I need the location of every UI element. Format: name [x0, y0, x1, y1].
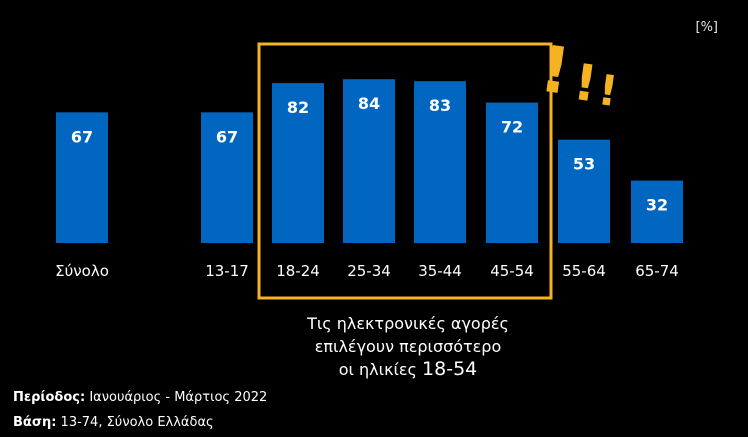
- bar-18-24: [272, 83, 324, 243]
- bar-total: [56, 112, 108, 243]
- base-value: 13-74, Σύνολο Ελλάδας: [56, 415, 214, 430]
- category-label-25-34: 25-34: [347, 262, 391, 280]
- unit-label: [%]: [695, 20, 719, 35]
- footer-base: Βάση: 13-74, Σύνολο Ελλάδας: [13, 415, 214, 430]
- footer-period: Περίοδος: Ιανουάριος - Μάρτιος 2022: [13, 390, 267, 405]
- bar-35-44: [414, 81, 466, 244]
- bar-55-64: [558, 139, 610, 243]
- category-label-45-54: 45-54: [490, 262, 534, 280]
- value-label-45-54: 72: [501, 118, 523, 137]
- exclamation-mark-3: !: [595, 65, 621, 116]
- value-label-18-24: 82: [287, 98, 309, 117]
- annotation-line-1: Τις ηλεκτρονικές αγορές: [307, 314, 509, 333]
- bar-25-34: [343, 79, 395, 243]
- category-label-total: Σύνολο: [55, 262, 109, 280]
- period-value: Ιανουάριος - Μάρτιος 2022: [85, 390, 268, 405]
- value-label-65-74: 32: [646, 196, 668, 215]
- value-label-13-17: 67: [216, 127, 238, 146]
- category-label-35-44: 35-44: [418, 262, 462, 280]
- bars-layer: 67 Σύνολο 67 13-17 82 18-24 84 25-34 83 35-44 72 45…: [55, 79, 683, 280]
- category-label-55-64: 55-64: [562, 262, 606, 280]
- annotation-line-3: οι ηλικίες 18-54: [277, 358, 539, 381]
- value-label-total: 67: [71, 127, 93, 146]
- category-label-18-24: 18-24: [276, 262, 320, 280]
- annotation-text: Τις ηλεκτρονικές αγορές επιλέγουν περισσ…: [277, 312, 539, 381]
- highlight-frame: [257, 42, 553, 300]
- bar-13-17: [201, 112, 253, 243]
- category-label-13-17: 13-17: [205, 262, 249, 280]
- value-label-25-34: 84: [358, 94, 380, 113]
- annotation-age-range: 18-54: [422, 358, 478, 380]
- annotation-line-3-prefix: οι ηλικίες: [338, 360, 423, 379]
- value-label-55-64: 53: [573, 155, 595, 174]
- category-label-65-74: 65-74: [635, 262, 679, 280]
- value-label-35-44: 83: [429, 96, 451, 115]
- base-label: Βάση:: [13, 415, 57, 430]
- annotation-line-2: επιλέγουν περισσότερο: [314, 337, 502, 356]
- highlight-layer: !!!: [257, 33, 621, 300]
- bar-65-74: [631, 180, 683, 243]
- period-label: Περίοδος:: [13, 390, 86, 405]
- bar-45-54: [486, 102, 538, 243]
